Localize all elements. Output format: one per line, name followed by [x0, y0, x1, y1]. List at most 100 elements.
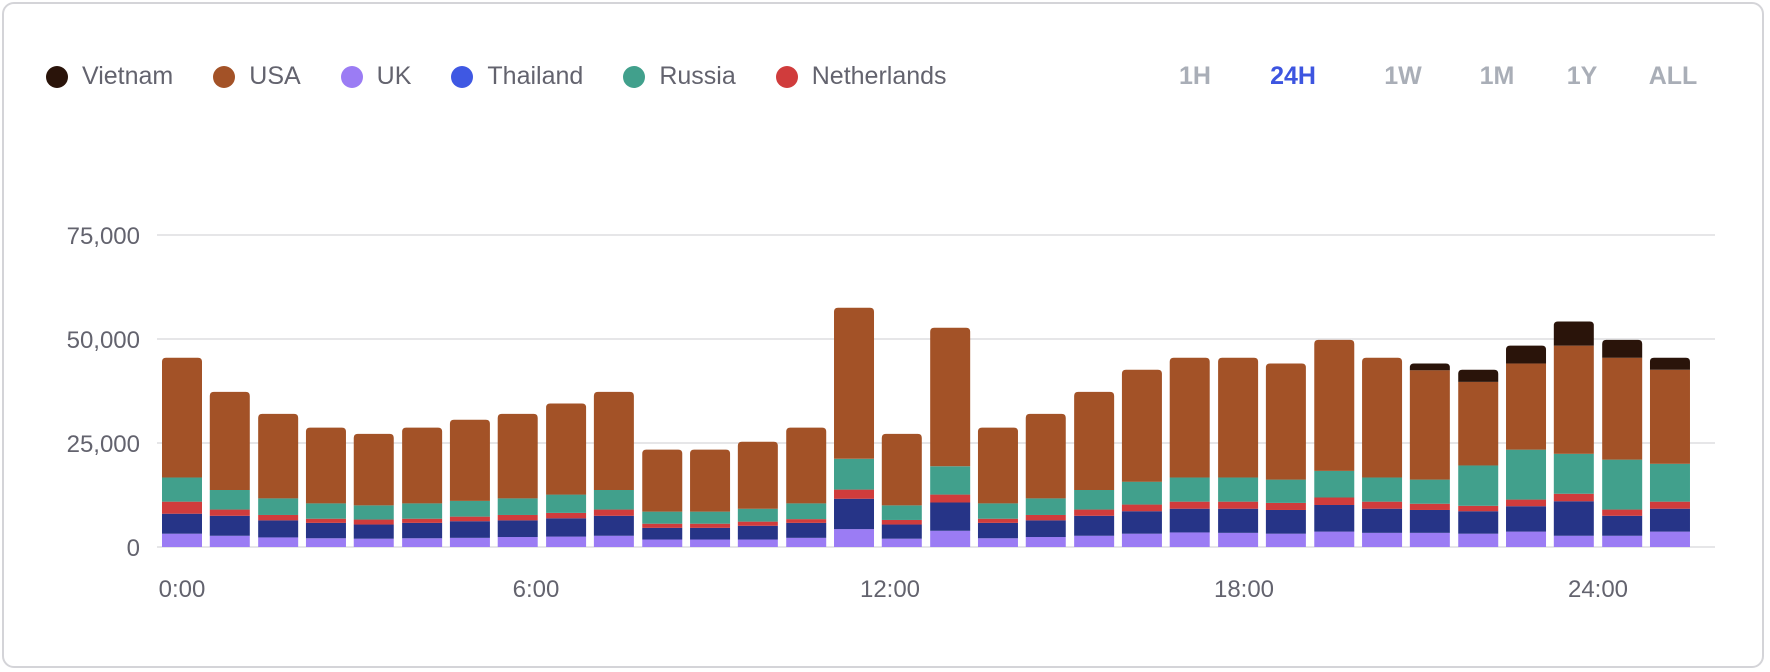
bar-segment-vietnam — [1458, 369, 1499, 382]
bar-segment-netherlands — [642, 523, 683, 528]
legend-label: UK — [376, 62, 412, 90]
range-button-1m[interactable]: 1M — [1479, 62, 1515, 90]
bar-segment-uk — [1218, 532, 1259, 547]
bar-segment-thailand — [1169, 508, 1210, 533]
legend-dot-icon — [451, 65, 474, 88]
range-button-1h[interactable]: 1H — [1179, 62, 1211, 90]
bar-segment-netherlands — [1649, 501, 1690, 509]
bar-segment-usa — [690, 449, 731, 512]
bar-segment-usa — [930, 327, 971, 467]
y-tick-label: 25,000 — [67, 431, 140, 458]
bar-segment-netherlands — [258, 514, 299, 521]
bar-segment-uk — [1553, 535, 1594, 547]
bar-segment-usa — [881, 433, 922, 506]
bar-segment-uk — [834, 529, 875, 547]
bar-segment-usa — [402, 427, 443, 504]
bar-segment-usa — [497, 413, 538, 499]
bar-segment-uk — [737, 539, 778, 547]
bar-segment-netherlands — [402, 518, 443, 523]
x-tick-label: 6:00 — [513, 576, 560, 603]
bar-segment-netherlands — [881, 519, 922, 525]
bar-segment-vietnam — [1409, 363, 1450, 371]
bar-segment-usa — [1074, 391, 1115, 491]
range-button-all[interactable]: ALL — [1648, 62, 1698, 90]
bar-segment-usa — [1169, 357, 1210, 478]
bar-segment-vietnam — [1506, 345, 1547, 364]
bar-segment-vietnam — [1602, 339, 1643, 358]
bar-segment-russia — [1362, 477, 1403, 502]
bar-segment-uk — [449, 537, 490, 547]
bar-segment-usa — [834, 307, 875, 459]
bar-segment-russia — [1553, 453, 1594, 494]
bar-segment-usa — [642, 449, 683, 512]
legend-item-netherlands[interactable]: Netherlands — [775, 62, 947, 91]
bar-segment-russia — [1265, 479, 1306, 503]
bar-segment-usa — [1458, 381, 1499, 466]
bar-segment-netherlands — [449, 516, 490, 522]
bar-segment-russia — [1506, 449, 1547, 500]
range-button-1w[interactable]: 1W — [1384, 62, 1422, 90]
bar-segment-russia — [1025, 498, 1066, 515]
bar-segment-netherlands — [1074, 509, 1115, 516]
legend-dot-icon — [775, 65, 798, 88]
bar-segment-netherlands — [1314, 497, 1355, 505]
bar-segment-usa — [1314, 339, 1355, 471]
legend-item-vietnam[interactable]: Vietnam — [46, 62, 173, 91]
bar-segment-thailand — [1218, 508, 1259, 533]
bar-segment-thailand — [642, 527, 683, 540]
bar-segment-uk — [1025, 537, 1066, 547]
bar-segment-usa — [1602, 357, 1643, 460]
x-tick-label: 24:00 — [1568, 576, 1628, 603]
bar-segment-thailand — [449, 521, 490, 538]
bar-segment-netherlands — [593, 509, 634, 516]
bar-segment-netherlands — [737, 521, 778, 526]
bar-segment-uk — [162, 533, 202, 547]
range-button-24h[interactable]: 24H — [1270, 62, 1316, 90]
bar-segment-thailand — [1362, 508, 1403, 533]
bar-segment-netherlands — [1458, 505, 1499, 512]
bar-segment-russia — [258, 498, 299, 515]
bar-segment-uk — [1074, 535, 1115, 547]
bar-segment-usa — [1025, 413, 1066, 499]
bar-segment-usa — [593, 391, 634, 491]
bar-segment-uk — [1602, 535, 1643, 547]
bar-segment-thailand — [1265, 509, 1306, 534]
bar-segment-usa — [1506, 363, 1547, 450]
legend-item-thailand[interactable]: Thailand — [451, 62, 583, 91]
bar-segment-uk — [930, 530, 971, 547]
bar-segment-russia — [1649, 463, 1690, 502]
chart-legend: Vietnam USA UK Thailand Russia Netherlands — [46, 62, 987, 91]
bar-segment-thailand — [1074, 515, 1115, 536]
bar-segment-russia — [1602, 459, 1643, 510]
bar-segment-thailand — [1602, 515, 1643, 536]
bar-segment-russia — [1458, 465, 1499, 506]
bar-segment-thailand — [786, 522, 827, 538]
range-button-1y[interactable]: 1Y — [1566, 62, 1598, 90]
bar-segment-netherlands — [353, 519, 394, 525]
bar-segment-usa — [258, 413, 299, 499]
time-range-selector: 1H 24H 1W 1M 1Y ALL — [0, 62, 1770, 96]
legend-item-uk[interactable]: UK — [340, 62, 412, 91]
x-tick-label: 18:00 — [1214, 576, 1274, 603]
bar-segment-netherlands — [1506, 499, 1547, 507]
bar-segment-uk — [258, 537, 299, 547]
bar-segment-netherlands — [786, 519, 827, 523]
bar-segment-netherlands — [690, 523, 731, 528]
bar-segment-russia — [786, 503, 827, 520]
bar-segment-uk — [690, 539, 731, 547]
legend-item-usa[interactable]: USA — [213, 62, 301, 91]
bar-segment-uk — [1169, 532, 1210, 547]
legend-dot-icon — [623, 65, 646, 88]
bar-segment-usa — [1553, 345, 1594, 454]
bar-segment-thailand — [546, 518, 587, 537]
bar-segment-thailand — [162, 513, 202, 534]
bar-segment-russia — [497, 498, 538, 515]
bar-segment-uk — [353, 538, 394, 547]
bar-segment-russia — [834, 458, 875, 490]
bar-segment-uk — [1121, 533, 1162, 547]
legend-item-russia[interactable]: Russia — [623, 62, 736, 91]
bar-segment-russia — [1074, 490, 1115, 510]
bar-segment-uk — [1362, 532, 1403, 547]
bar-segment-thailand — [353, 524, 394, 539]
